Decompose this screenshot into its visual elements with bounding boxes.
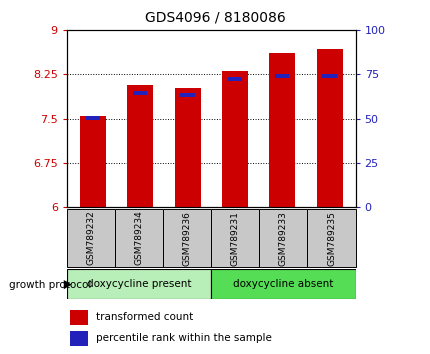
Bar bbox=[67, 209, 115, 267]
Text: doxycycline present: doxycycline present bbox=[86, 279, 191, 289]
Text: GSM789233: GSM789233 bbox=[278, 211, 287, 266]
Text: growth protocol: growth protocol bbox=[9, 280, 91, 290]
Bar bbox=[269, 52, 295, 207]
Polygon shape bbox=[64, 280, 71, 289]
Bar bbox=[274, 74, 289, 78]
Bar bbox=[115, 209, 163, 267]
Bar bbox=[259, 209, 307, 267]
Bar bbox=[86, 116, 100, 120]
Bar bbox=[322, 74, 336, 78]
Text: GSM789232: GSM789232 bbox=[86, 211, 95, 266]
Text: GSM789234: GSM789234 bbox=[134, 211, 143, 266]
Bar bbox=[221, 71, 247, 207]
Bar bbox=[127, 85, 153, 207]
Text: GSM789231: GSM789231 bbox=[230, 211, 239, 266]
Text: GDS4096 / 8180086: GDS4096 / 8180086 bbox=[145, 11, 285, 25]
Bar bbox=[211, 209, 259, 267]
Text: transformed count: transformed count bbox=[95, 312, 193, 322]
Bar bbox=[70, 310, 88, 325]
Bar bbox=[133, 91, 147, 95]
Text: GSM789236: GSM789236 bbox=[182, 211, 191, 266]
Bar bbox=[180, 93, 194, 97]
Bar bbox=[174, 88, 200, 207]
Bar bbox=[163, 209, 211, 267]
Bar bbox=[70, 331, 88, 346]
Bar bbox=[316, 49, 342, 207]
Text: doxycycline absent: doxycycline absent bbox=[233, 279, 333, 289]
Bar bbox=[80, 116, 106, 207]
Bar bbox=[307, 209, 355, 267]
Bar bbox=[67, 269, 211, 299]
Text: percentile rank within the sample: percentile rank within the sample bbox=[95, 333, 271, 343]
Bar bbox=[211, 269, 355, 299]
Text: GSM789235: GSM789235 bbox=[326, 211, 335, 266]
Bar bbox=[227, 77, 242, 81]
